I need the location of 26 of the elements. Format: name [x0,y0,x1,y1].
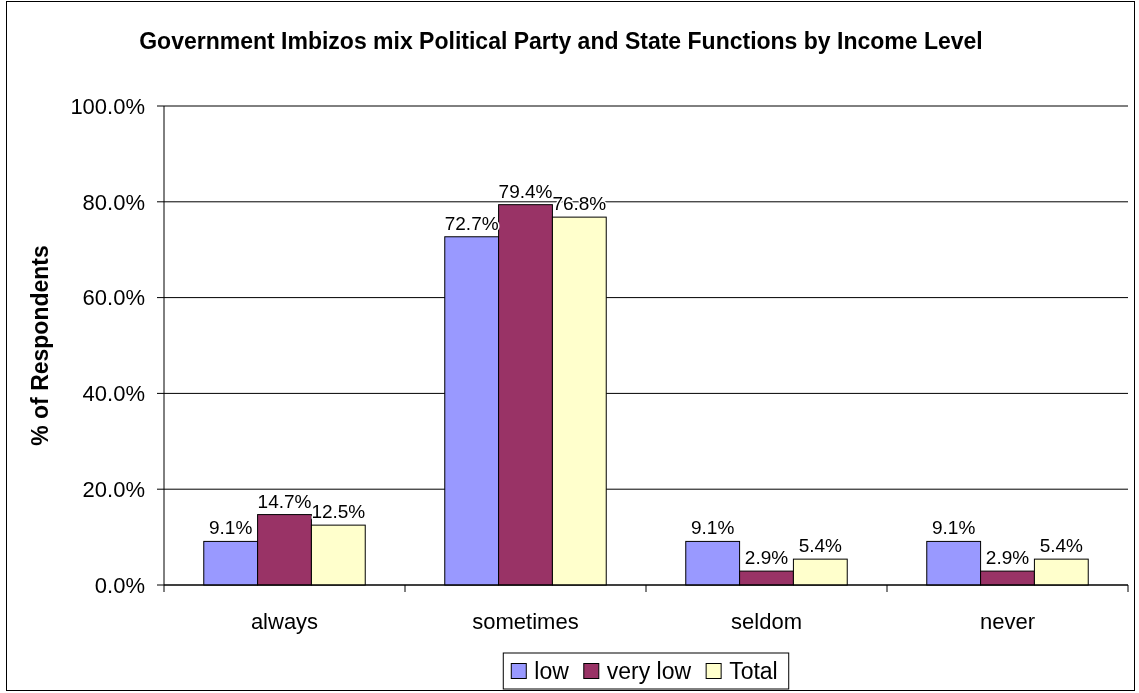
legend-label: Total [729,658,778,685]
x-tick-label: seldom [731,609,802,634]
data-label: 12.5% [311,501,366,523]
legend-label: very low [606,658,692,685]
x-tick-label: never [979,609,1036,634]
x-tick-label: sometimes [472,609,579,634]
y-tick-label: 20.0% [82,476,145,502]
x-tick-label: always [250,609,319,634]
y-tick-label: 40.0% [82,381,145,407]
data-label: 5.4% [1039,535,1084,557]
chart-title: Government Imbizos mix Political Party and State Functions by Income Level [139,28,983,54]
data-label: 9.1% [691,517,735,539]
y-axis-title: % of Respondents [27,245,53,446]
legend-label: low [534,658,570,685]
data-label: 5.4% [798,535,843,557]
data-label: 79.4% [498,180,553,202]
y-tick-label: 80.0% [82,189,145,215]
data-label: 9.1% [209,517,253,539]
data-label: 14.7% [257,490,312,512]
data-label: 9.1% [932,517,976,539]
y-tick-label: 0.0% [94,572,145,598]
y-tick-label: 60.0% [82,285,145,311]
data-label: 2.9% [985,547,1030,569]
data-label: 2.9% [744,547,789,569]
data-label: 72.7% [444,212,499,234]
y-tick-label: 100.0% [70,93,145,119]
